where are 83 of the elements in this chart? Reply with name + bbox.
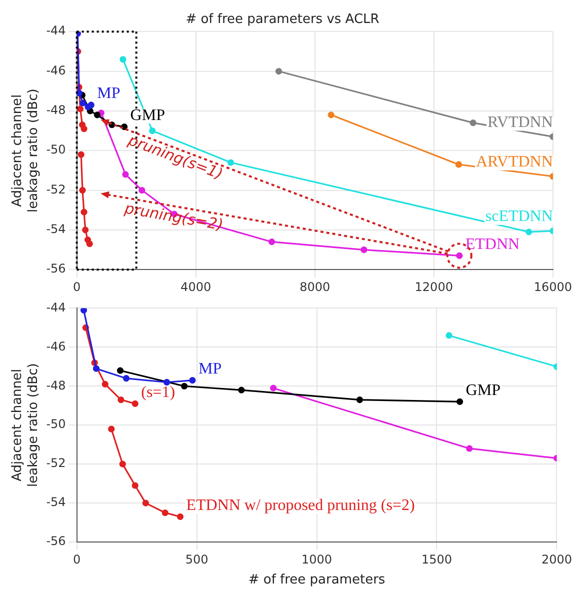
x-tick-label: 2000 — [541, 552, 572, 566]
point — [120, 124, 128, 130]
point — [77, 106, 84, 112]
y-tick-label: -52 — [46, 182, 66, 196]
point — [138, 186, 146, 194]
point — [80, 208, 88, 216]
point — [132, 400, 138, 407]
chart-title: # of free parameters vs ACLR — [186, 12, 380, 28]
point — [108, 426, 115, 432]
point — [86, 240, 93, 248]
x-tick-label: 1500 — [421, 552, 452, 566]
point — [227, 159, 234, 166]
series-label: scETDNN — [485, 208, 554, 226]
series-label: ETDNN — [465, 236, 520, 253]
point — [132, 482, 138, 489]
point — [122, 375, 130, 382]
point — [470, 120, 476, 126]
x-tick-label: 0 — [72, 280, 81, 294]
y-axis-title: Adjacent channel leakage ratio (dBc) — [10, 363, 41, 487]
x-tick-label: 0 — [72, 552, 81, 566]
y-tick-label: -48 — [46, 378, 66, 392]
point — [181, 382, 188, 390]
x-tick-label: 8000 — [300, 280, 330, 294]
y-tick-label: -56 — [46, 534, 66, 548]
y-axis-title: Adjacent channel leakage ratio (dBc) — [10, 88, 41, 212]
point — [78, 151, 84, 158]
point — [82, 226, 89, 234]
point — [79, 186, 86, 194]
point — [328, 112, 334, 118]
point — [116, 367, 124, 374]
y-tick-label: -56 — [46, 262, 66, 276]
x-tick-label: 500 — [185, 552, 208, 566]
point — [80, 100, 86, 106]
y-tick-label: -52 — [46, 456, 66, 470]
point — [189, 376, 196, 384]
point — [270, 384, 277, 392]
point — [455, 161, 462, 168]
y-tick-label: -46 — [46, 63, 66, 78]
series-label: GMP — [466, 382, 501, 399]
y-tick-label: -44 — [46, 300, 66, 314]
series-label: ETDNN w/ proposed pruning (s=2) — [186, 496, 415, 514]
series-label: GMP — [130, 107, 166, 124]
x-axis-title: # of free parameters — [248, 572, 386, 588]
point — [80, 308, 88, 314]
point — [446, 332, 452, 339]
point — [176, 513, 184, 520]
series-label: MP — [198, 360, 222, 378]
y-tick-label: -46 — [46, 339, 66, 354]
point — [526, 228, 532, 236]
point — [149, 127, 156, 134]
y-tick-label: -50 — [46, 417, 66, 432]
series-label: MP — [97, 85, 120, 102]
point — [76, 90, 83, 96]
series-label: RVTDNN — [488, 114, 554, 131]
y-tick-label: -54 — [46, 495, 66, 510]
series-label: ARVTDNN — [476, 154, 554, 171]
y-tick-label: -50 — [46, 142, 66, 157]
point — [80, 125, 88, 132]
x-tick-label: 4000 — [180, 280, 212, 294]
point — [102, 380, 108, 388]
point — [163, 378, 170, 386]
point — [466, 445, 473, 452]
x-tick-label: 12000 — [414, 280, 453, 294]
point — [118, 396, 124, 404]
y-tick-label: -44 — [46, 24, 66, 38]
point — [268, 238, 276, 246]
point — [356, 396, 364, 404]
point — [275, 68, 282, 75]
point — [238, 386, 245, 394]
y-tick-label: -48 — [46, 103, 66, 118]
point — [92, 365, 100, 372]
point — [94, 112, 101, 118]
point — [119, 460, 126, 468]
x-tick-label: 1000 — [301, 552, 332, 566]
point — [142, 500, 149, 506]
x-tick-label: 16000 — [534, 280, 572, 294]
point — [360, 246, 368, 254]
point — [456, 398, 464, 406]
y-tick-label: -54 — [46, 222, 66, 236]
point — [162, 509, 168, 516]
point — [88, 102, 94, 108]
point — [120, 56, 126, 63]
series-label: (s=1) — [141, 384, 176, 401]
